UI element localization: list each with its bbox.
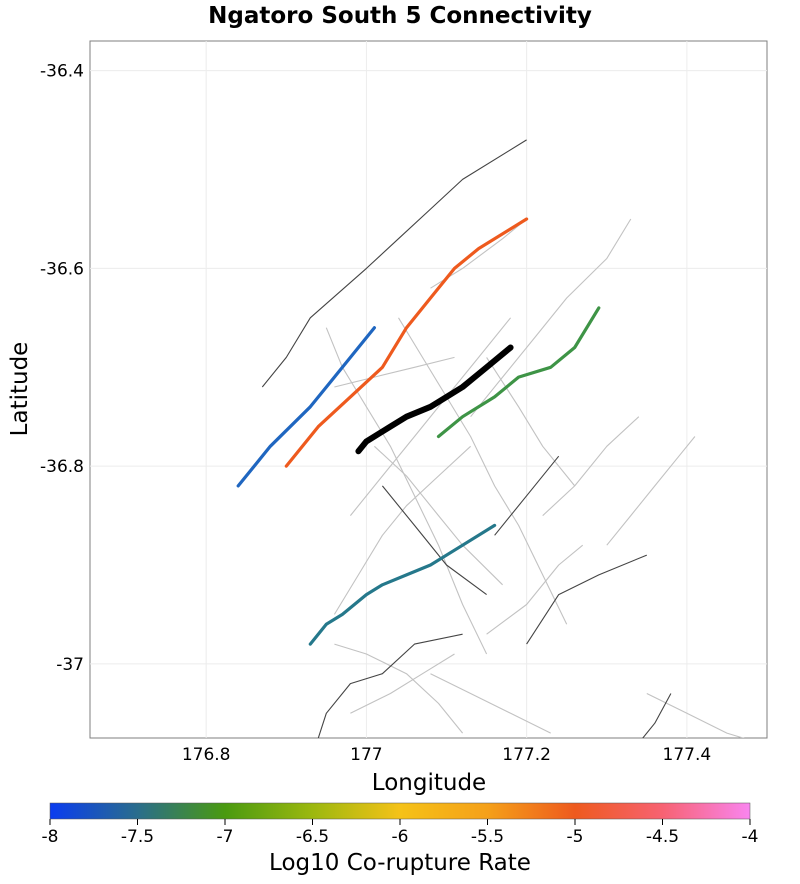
colorbar-ticks: -8 -7.5 -7 -6.5 -6 -5.5 -5 -4.5 -4: [42, 819, 759, 847]
fault-outline: [430, 673, 551, 734]
fault-outline: [349, 317, 512, 516]
colorbar-tick-label: -4.5: [646, 827, 679, 847]
fault-trace: [642, 693, 672, 738]
chart-title: Ngatoro South 5 Connectivity: [208, 3, 592, 29]
fault-trace: [526, 554, 648, 645]
fault-outline: [334, 356, 455, 388]
green-rupture: [436, 306, 601, 439]
fault-outline: [350, 653, 455, 714]
ngatoro-south-5-trace: [355, 344, 514, 455]
fault-trace: [317, 633, 463, 738]
blue-rupture: [236, 326, 376, 488]
fault-outline: [333, 445, 471, 615]
x-axis-label: Longitude: [372, 770, 486, 796]
colorbar-tick-label: -4: [742, 827, 759, 847]
y-axis-ticks: -36.4 -36.6 -36.8 -37: [40, 62, 84, 675]
fault-trace: [494, 455, 560, 536]
fault-trace: [261, 139, 527, 388]
colorbar-label: Log10 Co-rupture Rate: [269, 850, 531, 876]
fault-outline: [325, 327, 488, 655]
teal-rupture: [308, 523, 497, 646]
x-axis-ticks: 176.8 177 177.2 177.4: [182, 745, 711, 765]
fault-outline: [486, 357, 576, 487]
colorbar-tick-label: -6: [392, 827, 409, 847]
fault-outline: [542, 416, 640, 517]
fault-trace: [381, 485, 487, 596]
map-layer: [236, 139, 745, 738]
fault-outline: [646, 693, 745, 738]
orange-rupture: [284, 217, 529, 468]
colorbar-tick-label: -7.5: [121, 827, 154, 847]
x-tick-label: 177: [350, 745, 382, 765]
plot-area: [89, 40, 768, 739]
y-tick-label: -37: [56, 655, 84, 675]
colorbar: [49, 802, 751, 820]
fault-outline: [486, 544, 584, 635]
y-tick-label: -36.4: [40, 62, 84, 82]
fault-outline: [606, 436, 696, 546]
fault-outline: [374, 445, 503, 586]
y-tick-label: -36.6: [40, 259, 84, 279]
colorbar-tick-label: -5: [567, 827, 584, 847]
y-tick-label: -36.8: [40, 457, 84, 477]
x-tick-label: 177.2: [502, 745, 551, 765]
fault-outline: [334, 643, 464, 734]
x-tick-label: 177.4: [663, 745, 712, 765]
gridlines: [90, 41, 767, 738]
colorbar-tick-label: -8: [42, 827, 59, 847]
colorbar-tick-label: -5.5: [471, 827, 504, 847]
colorbar-tick-label: -6.5: [296, 827, 329, 847]
x-tick-label: 176.8: [182, 745, 231, 765]
y-axis-label: Latitude: [7, 342, 33, 437]
fault-outline: [470, 218, 632, 418]
colorbar-tick-label: -7: [217, 827, 234, 847]
